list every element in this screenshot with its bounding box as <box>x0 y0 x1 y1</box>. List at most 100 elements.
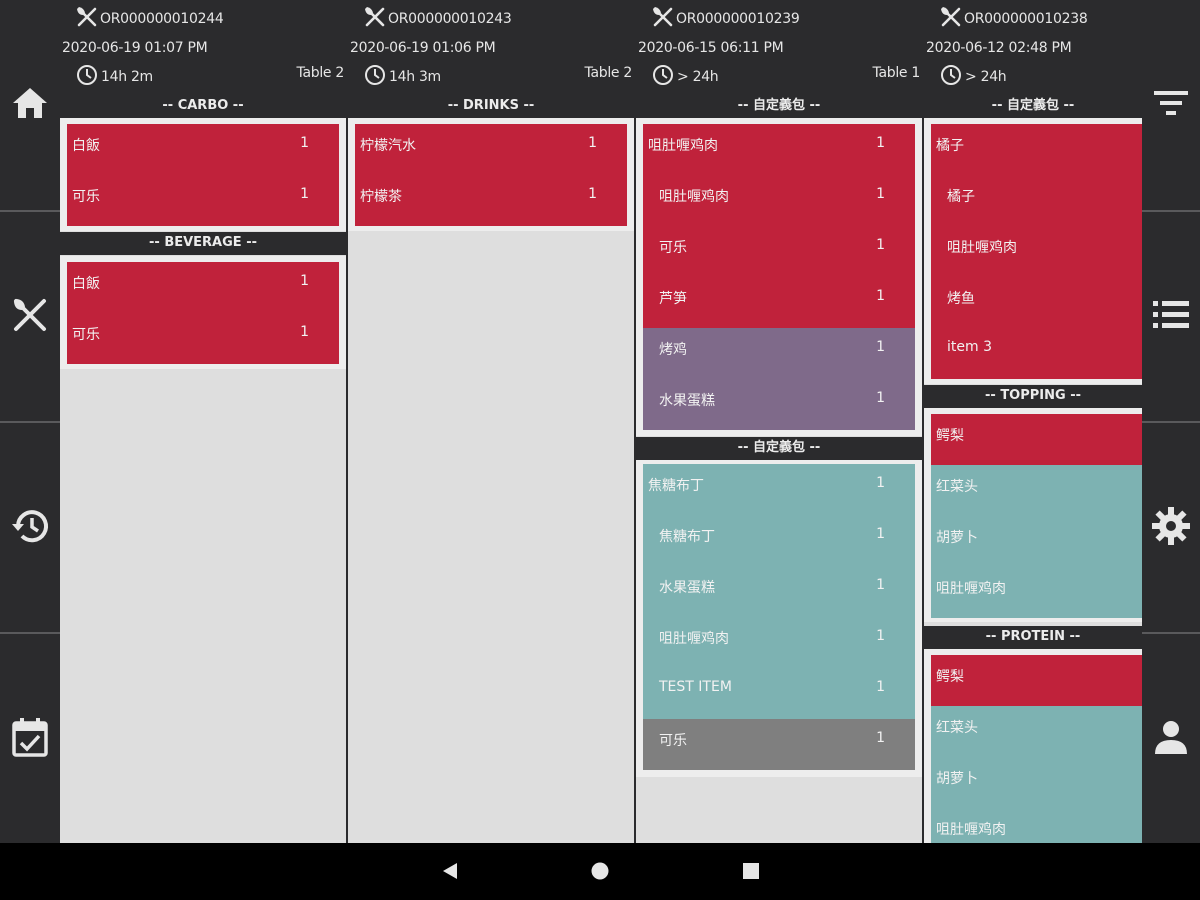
order-item[interactable]: 鳄梨 <box>931 414 1142 465</box>
nav-calendar-button[interactable] <box>0 634 60 844</box>
category-header: -- 自定義包 -- <box>636 95 922 118</box>
order-header[interactable]: OR000000010243 2020-06-19 01:06 PM 14h 3… <box>348 0 636 92</box>
nav-divider <box>1142 632 1200 634</box>
system-recents-button[interactable] <box>741 861 761 885</box>
nav-profile-button[interactable] <box>1142 634 1200 844</box>
order-item[interactable]: 咀肚喱鸡肉 <box>931 808 1142 843</box>
order-item[interactable]: 咀肚喱鸡肉 <box>931 567 1142 618</box>
item-name: 白飯 <box>72 276 100 292</box>
order-column: -- 自定義包 -- 咀肚喱鸡肉 1 咀肚喱鸡肉 1 可乐 1 芦笋 1 烤鸡 … <box>636 95 922 843</box>
order-item[interactable]: 可乐 1 <box>67 313 339 364</box>
fork-knife-icon <box>76 6 100 32</box>
item-name: 烤鱼 <box>947 291 975 307</box>
back-icon <box>440 863 460 885</box>
item-name: 橘子 <box>936 138 964 154</box>
item-qty: 1 <box>876 475 885 491</box>
system-navigation-bar <box>0 843 1200 900</box>
order-item[interactable]: 水果蛋糕 1 <box>643 566 915 617</box>
nav-history-button[interactable] <box>0 423 60 633</box>
category-card: 柠檬汽水 1 柠檬茶 1 <box>348 118 634 231</box>
clock-icon <box>364 64 389 90</box>
item-name: 柠檬汽水 <box>360 138 416 154</box>
order-item[interactable]: 橘子 <box>931 124 1142 175</box>
order-column: -- DRINKS -- 柠檬汽水 1 柠檬茶 1 <box>348 95 634 843</box>
order-item[interactable]: 咀肚喱鸡肉 1 <box>643 617 915 668</box>
item-name: 红菜头 <box>936 479 978 495</box>
item-qty: 1 <box>876 135 885 151</box>
clock-icon <box>940 64 965 90</box>
order-timer: 14h 2m <box>76 64 153 90</box>
order-item[interactable]: 胡萝卜 <box>931 757 1142 808</box>
item-name: 水果蛋糕 <box>659 580 715 596</box>
order-item[interactable]: 可乐 1 <box>67 175 339 226</box>
person-icon <box>1153 719 1189 759</box>
order-item[interactable]: 咀肚喱鸡肉 <box>931 226 1142 277</box>
system-home-button[interactable] <box>590 861 610 885</box>
fork-knife-icon <box>364 6 388 32</box>
order-item[interactable]: 柠檬汽水 1 <box>355 124 627 175</box>
order-item[interactable]: item 3 <box>931 328 1142 379</box>
order-item[interactable]: 水果蛋糕 1 <box>643 379 915 430</box>
order-item[interactable]: 咀肚喱鸡肉 1 <box>643 175 915 226</box>
system-back-button[interactable] <box>440 861 460 885</box>
order-item[interactable]: 红菜头 <box>931 706 1142 757</box>
nav-settings-button[interactable] <box>1142 423 1200 633</box>
category-card: 焦糖布丁 1 焦糖布丁 1 水果蛋糕 1 咀肚喱鸡肉 1 TEST ITEM 1… <box>636 460 922 777</box>
nav-divider <box>0 632 60 634</box>
item-name: 胡萝卜 <box>936 530 978 546</box>
category-header: -- 自定義包 -- <box>636 437 922 460</box>
order-column: -- CARBO -- 白飯 1 可乐 1 -- BEVERAGE -- 白飯 … <box>60 95 346 843</box>
order-header[interactable]: OR000000010244 2020-06-19 01:07 PM 14h 2… <box>60 0 348 92</box>
item-name: 咀肚喱鸡肉 <box>648 138 718 154</box>
order-id: OR000000010239 <box>652 6 800 32</box>
order-item[interactable]: 烤鱼 <box>931 277 1142 328</box>
order-item[interactable]: 白飯 1 <box>67 124 339 175</box>
order-elapsed: 14h 3m <box>389 69 441 85</box>
order-item[interactable]: 橘子 <box>931 175 1142 226</box>
order-item[interactable]: 焦糖布丁 1 <box>643 515 915 566</box>
item-name: 白飯 <box>72 138 100 154</box>
order-item[interactable]: 焦糖布丁 1 <box>643 464 915 515</box>
order-item[interactable]: 白飯 1 <box>67 262 339 313</box>
item-name: 咀肚喱鸡肉 <box>936 822 1006 838</box>
order-item[interactable]: 可乐 1 <box>643 719 915 770</box>
item-qty: 1 <box>876 628 885 644</box>
fork-knife-icon <box>652 6 676 32</box>
order-item[interactable]: 芦笋 1 <box>643 277 915 328</box>
history-icon <box>10 507 50 549</box>
order-header[interactable]: OR000000010239 2020-06-15 06:11 PM > 24h… <box>636 0 924 92</box>
nav-list-button[interactable] <box>1142 212 1200 422</box>
nav-home-button[interactable] <box>0 0 60 210</box>
item-name: 可乐 <box>659 733 687 749</box>
item-qty: 1 <box>300 186 309 202</box>
order-item[interactable]: TEST ITEM 1 <box>643 668 915 719</box>
order-item[interactable]: 烤鸡 1 <box>643 328 915 379</box>
item-name: 橘子 <box>947 189 975 205</box>
category-header: -- CARBO -- <box>60 95 346 118</box>
order-id-text: OR000000010244 <box>100 11 224 27</box>
item-qty: 1 <box>300 324 309 340</box>
clock-icon <box>76 64 101 90</box>
category-header: -- BEVERAGE -- <box>60 232 346 255</box>
order-item[interactable]: 可乐 1 <box>643 226 915 277</box>
item-name: 柠檬茶 <box>360 189 402 205</box>
item-name: 焦糖布丁 <box>648 478 704 494</box>
category-header: -- PROTEIN -- <box>924 626 1142 649</box>
order-item[interactable]: 柠檬茶 1 <box>355 175 627 226</box>
order-timer: 14h 3m <box>364 64 441 90</box>
order-item[interactable]: 鳄梨 <box>931 655 1142 706</box>
item-qty: 1 <box>588 135 597 151</box>
item-name: 烤鸡 <box>659 342 687 358</box>
order-table: Table 2 <box>584 65 633 81</box>
nav-filter-button[interactable] <box>1142 0 1200 210</box>
order-item[interactable]: 咀肚喱鸡肉 1 <box>643 124 915 175</box>
order-item[interactable]: 胡萝卜 <box>931 516 1142 567</box>
nav-orders-button[interactable] <box>0 212 60 422</box>
order-header[interactable]: OR000000010238 2020-06-12 02:48 PM > 24h <box>924 0 1142 92</box>
calendar-check-icon <box>11 717 49 761</box>
item-name: 鳄梨 <box>936 669 964 685</box>
home-icon <box>11 86 49 124</box>
order-table: Table 1 <box>872 65 921 81</box>
order-item[interactable]: 红菜头 <box>931 465 1142 516</box>
home-circle-icon <box>590 862 610 885</box>
